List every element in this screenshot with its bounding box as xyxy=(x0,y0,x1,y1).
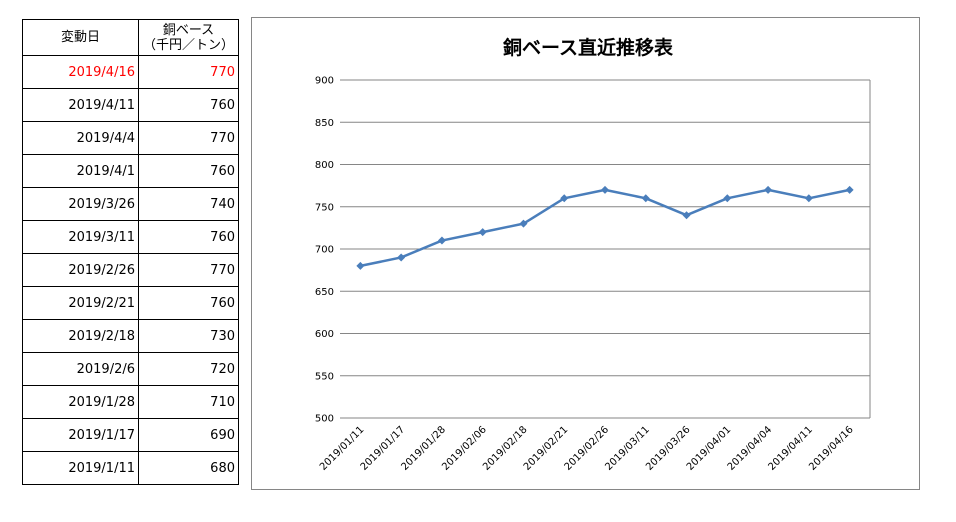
y-tick-label: 800 xyxy=(315,160,334,171)
row-price: 760 xyxy=(138,286,239,320)
y-tick-label: 650 xyxy=(315,287,334,298)
table-row: 2019/1/28 710 xyxy=(22,385,239,419)
row-date: 2019/4/11 xyxy=(22,88,139,122)
row-price: 770 xyxy=(138,121,239,155)
y-tick-label: 900 xyxy=(315,76,334,87)
series-line-0 xyxy=(360,188,850,268)
data-point xyxy=(682,211,691,220)
data-point xyxy=(845,185,854,194)
data-point xyxy=(560,194,569,203)
y-tick-label: 550 xyxy=(315,371,334,382)
table-row: 2019/3/26 740 xyxy=(22,187,239,221)
table-row: 2019/2/6 720 xyxy=(22,352,239,386)
y-tick-label: 850 xyxy=(315,118,334,129)
table-body: 2019/4/16 770 2019/4/11 760 2019/4/4 770 2019/… xyxy=(22,55,239,485)
row-price: 770 xyxy=(138,55,239,89)
row-price: 770 xyxy=(138,253,239,287)
data-point xyxy=(478,228,487,237)
row-date: 2019/3/11 xyxy=(22,220,139,254)
row-date: 2019/4/16 xyxy=(22,55,139,89)
table-row: 2019/4/16 770 xyxy=(22,55,239,89)
x-tick-labels: 2019/01/112019/01/172019/01/282019/02/06… xyxy=(318,424,856,473)
table-header-row: 変動日 銅ベース （千円／トン） xyxy=(22,19,239,56)
row-price: 760 xyxy=(138,88,239,122)
table-row: 2019/1/11 680 xyxy=(22,451,239,485)
y-tick-label: 700 xyxy=(315,245,334,256)
header-date: 変動日 xyxy=(22,19,139,56)
table-row: 2019/2/18 730 xyxy=(22,319,239,353)
data-point xyxy=(723,194,732,203)
row-date: 2019/4/1 xyxy=(22,154,139,188)
row-price: 760 xyxy=(138,220,239,254)
row-price: 740 xyxy=(138,187,239,221)
table-row: 2019/4/11 760 xyxy=(22,88,239,122)
data-point xyxy=(601,185,609,194)
price-table: 変動日 銅ベース （千円／トン） 2019/4/16 770 2019/4/11 76… xyxy=(22,19,239,485)
table-row: 2019/4/4 770 xyxy=(22,121,239,155)
series-line xyxy=(360,188,850,268)
row-price: 760 xyxy=(138,154,239,188)
chart-title: 銅ベース直近推移表 xyxy=(503,36,674,59)
data-point xyxy=(641,194,650,203)
row-price: 710 xyxy=(138,385,239,419)
series-markers xyxy=(356,185,854,270)
chart-area: 銅ベース直近推移表 500 550 600 650 700 750 800 850 900 20… xyxy=(251,17,920,490)
row-date: 2019/3/26 xyxy=(22,187,139,221)
data-point xyxy=(804,194,813,203)
line-chart: 銅ベース直近推移表 500 550 600 650 700 750 800 850 900 20… xyxy=(315,36,871,473)
row-date: 2019/2/18 xyxy=(22,319,139,353)
row-date: 2019/1/11 xyxy=(22,451,139,485)
data-point xyxy=(356,261,365,270)
table-row: 2019/1/17 690 xyxy=(22,418,239,452)
data-point xyxy=(519,219,528,228)
row-date: 2019/2/21 xyxy=(22,286,139,320)
y-tick-label: 500 xyxy=(315,414,334,425)
table-row: 2019/3/11 760 xyxy=(22,220,239,254)
row-date: 2019/2/6 xyxy=(22,352,139,386)
y-tick-labels: 500 550 600 650 700 750 800 850 900 xyxy=(315,76,334,425)
header-price: 銅ベース （千円／トン） xyxy=(138,19,239,56)
data-point xyxy=(397,253,406,262)
data-point xyxy=(764,185,773,194)
row-price: 730 xyxy=(138,319,239,353)
row-date: 2019/1/28 xyxy=(22,385,139,419)
x-tick-label: 2019/04/16 xyxy=(807,424,856,473)
table-row: 2019/4/1 760 xyxy=(22,154,239,188)
row-date: 2019/1/17 xyxy=(22,418,139,452)
data-point xyxy=(437,236,446,245)
header-price-line2: （千円／トン） xyxy=(142,37,234,53)
row-price: 690 xyxy=(138,418,239,452)
table-row: 2019/2/26 770 xyxy=(22,253,239,287)
row-price: 720 xyxy=(138,352,239,386)
y-tick-label: 750 xyxy=(315,202,334,213)
row-date: 2019/2/26 xyxy=(22,253,139,287)
grid-lines xyxy=(340,79,871,419)
table-row: 2019/2/21 760 xyxy=(22,286,239,320)
header-price-line1: 銅ベース xyxy=(162,22,215,38)
row-date: 2019/4/4 xyxy=(22,121,139,155)
row-price: 680 xyxy=(138,451,239,485)
y-tick-label: 600 xyxy=(315,329,334,340)
